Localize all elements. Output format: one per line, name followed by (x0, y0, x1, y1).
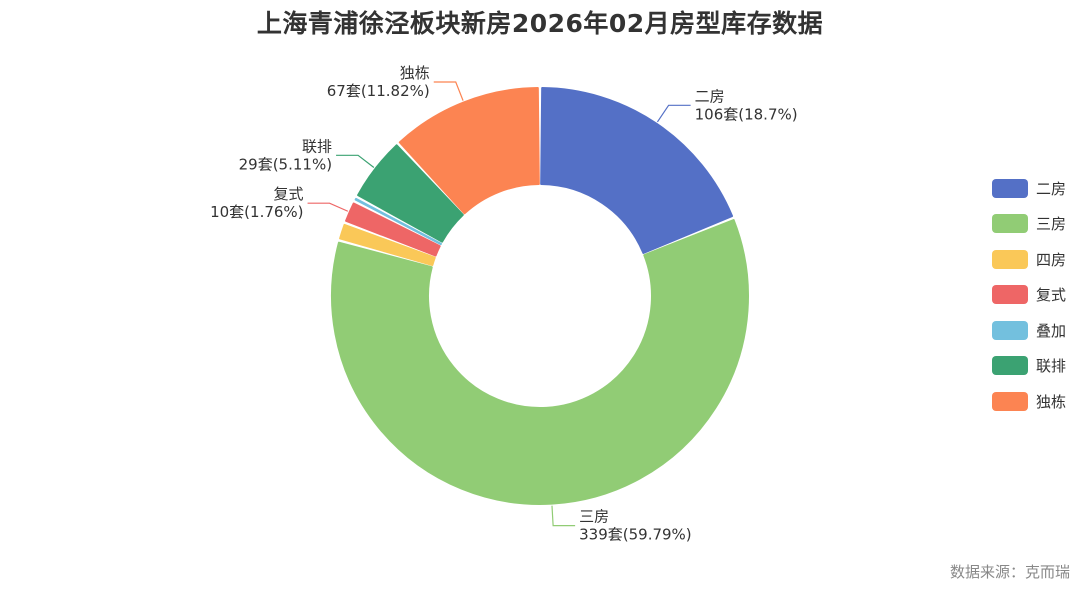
legend-label: 独栋 (1036, 392, 1067, 411)
slice-label-name-联排: 联排 (302, 137, 332, 155)
data-source: 数据来源：克而瑞 (949, 563, 1070, 581)
leader-line-三房 (551, 505, 576, 527)
slice-label-name-复式: 复式 (274, 185, 304, 203)
slice-label-value-三房: 339套(59.79%) (579, 526, 692, 544)
legend-label: 四房 (1036, 250, 1067, 269)
legend-label: 二房 (1036, 179, 1067, 198)
slices-group (331, 87, 749, 505)
slice-复式[interactable] (345, 202, 441, 257)
slice-label-name-二房: 二房 (695, 87, 725, 105)
legend-item-二房[interactable]: 二房 (992, 178, 1066, 198)
slice-label-name-三房: 三房 (579, 508, 609, 526)
legend-label: 联排 (1036, 357, 1067, 375)
slice-label-value-独栋: 67套(11.82%) (327, 82, 430, 100)
slice-独栋[interactable] (398, 87, 540, 215)
slice-label-name-独栋: 独栋 (400, 64, 430, 82)
legend-label: 三房 (1036, 215, 1067, 233)
leader-line-二房 (656, 104, 691, 123)
legend-label: 叠加 (1036, 321, 1067, 340)
slice-label-value-复式: 10套(1.76%) (210, 203, 303, 221)
legend-item-联排[interactable]: 联排 (992, 356, 1066, 376)
legend-item-四房[interactable]: 四房 (992, 249, 1066, 269)
legend-swatch (992, 178, 1028, 198)
slice-四房[interactable] (339, 223, 436, 267)
legend-label: 复式 (1036, 286, 1067, 304)
leader-line-复式 (307, 202, 349, 212)
slice-label-value-联排: 29套(5.11%) (239, 155, 332, 173)
legend: 二房三房四房复式叠加联排独栋 (992, 178, 1066, 427)
slice-二房[interactable] (540, 87, 734, 254)
slice-叠加[interactable] (354, 197, 442, 246)
leader-line-独栋 (433, 81, 464, 101)
legend-item-独栋[interactable]: 独栋 (992, 391, 1066, 411)
chart-title: 上海青浦徐泾板块新房2026年02月房型库存数据 (256, 9, 824, 38)
legend-swatch (992, 214, 1028, 233)
leader-line-联排 (336, 154, 375, 168)
legend-item-三房[interactable]: 三房 (992, 214, 1066, 234)
legend-swatch (992, 320, 1028, 340)
legend-item-叠加[interactable]: 叠加 (992, 320, 1066, 340)
slice-联排[interactable] (357, 144, 464, 243)
slice-label-value-二房: 106套(18.7%) (695, 105, 798, 123)
legend-swatch (992, 356, 1028, 375)
legend-swatch (992, 249, 1028, 269)
legend-swatch (992, 391, 1028, 411)
slice-三房[interactable] (331, 219, 749, 505)
legend-swatch (992, 285, 1028, 304)
legend-item-复式[interactable]: 复式 (992, 285, 1066, 305)
